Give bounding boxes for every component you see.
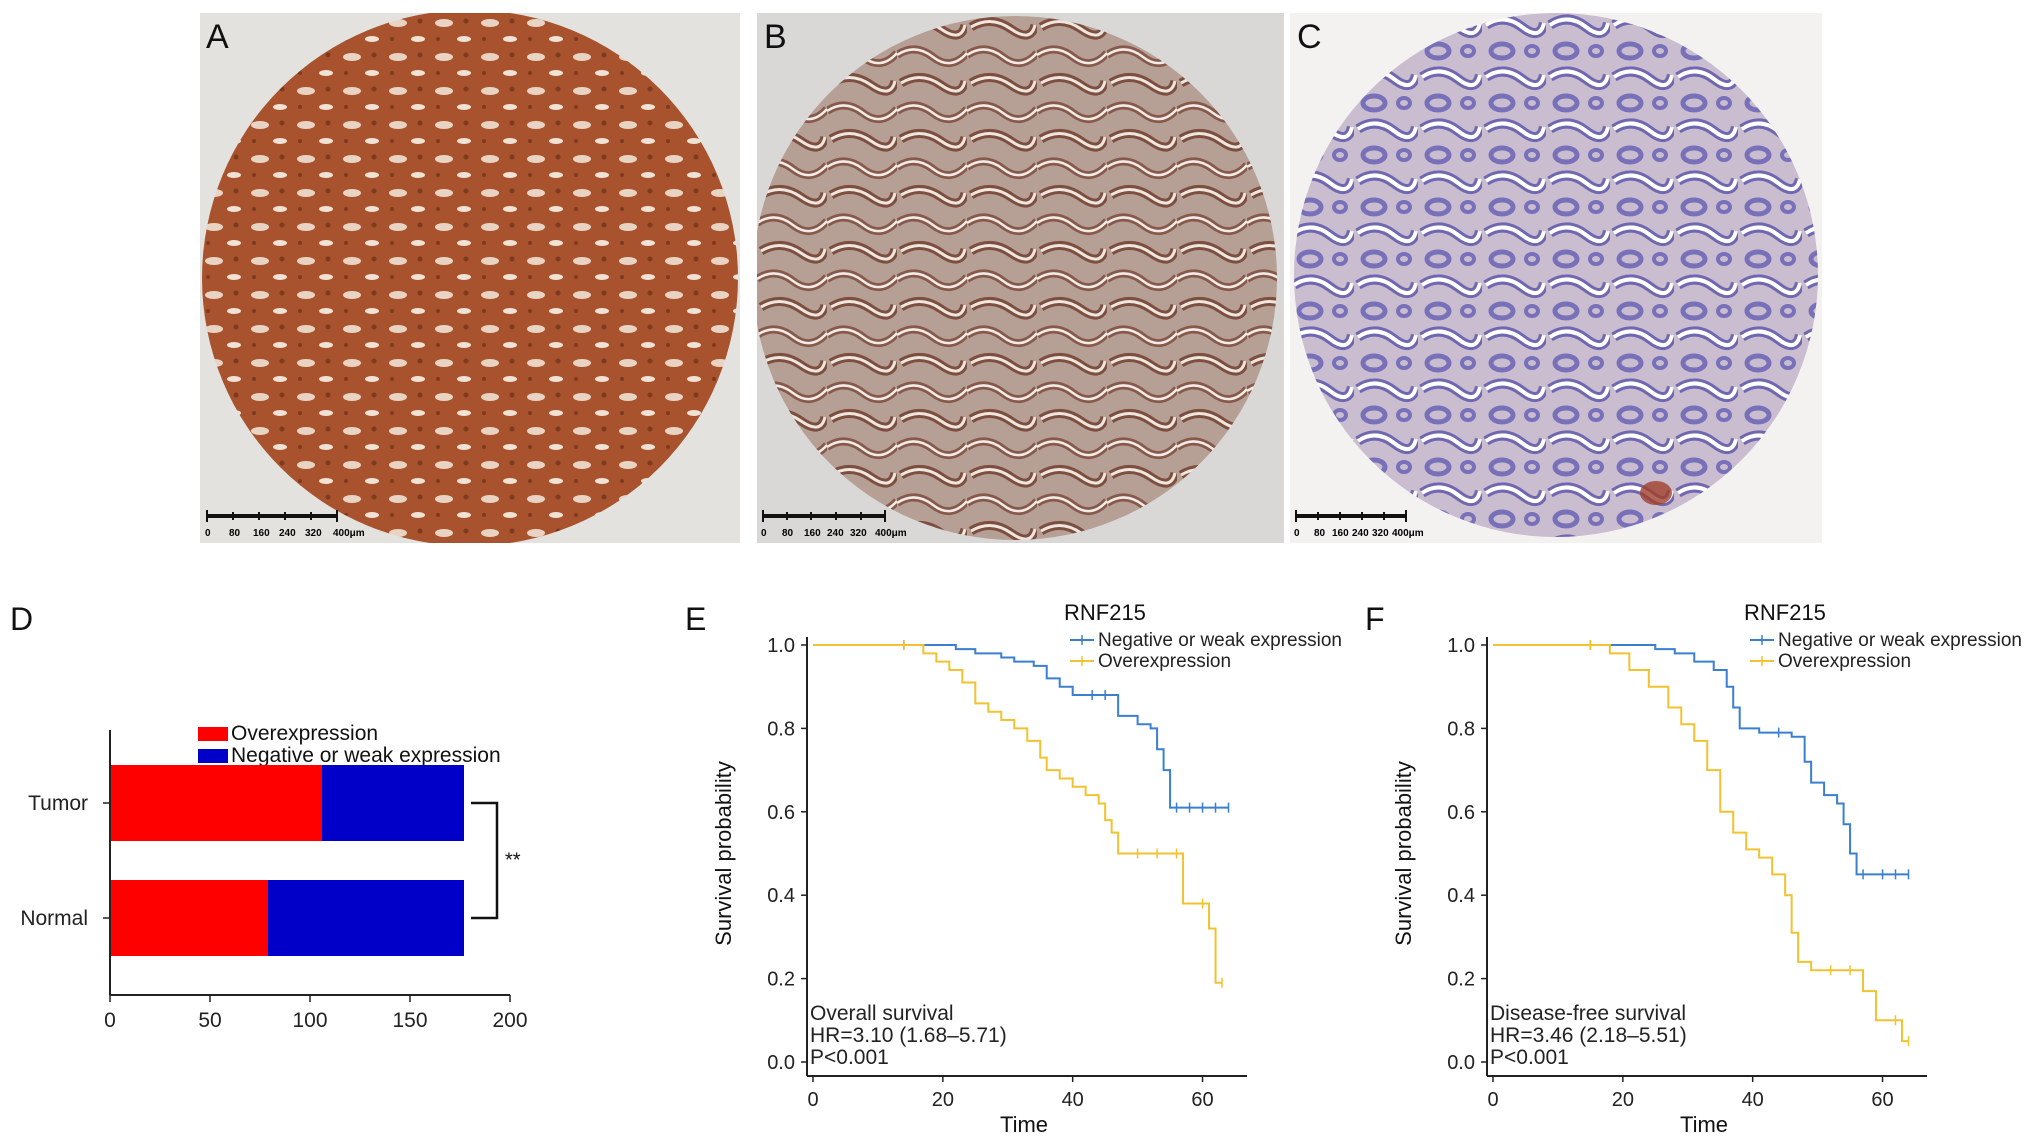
- y-tick-label-4: 0.8: [1447, 718, 1475, 740]
- y-tick-label-5: 1.0: [767, 635, 795, 657]
- scalebar-b-tick-3: 240: [827, 528, 844, 539]
- x-tick-label-3: 60: [1191, 1089, 1213, 1111]
- legend-label-0: Overexpression: [231, 722, 378, 745]
- histology-panel-a: [200, 13, 740, 543]
- scalebar-a-tick-1: 80: [229, 528, 241, 539]
- scalebar-c-tick-1: 80: [1314, 528, 1326, 539]
- legend-label-0: Negative or weak expression: [1098, 630, 1342, 651]
- bar-normal-1: [268, 880, 464, 956]
- annotation-line-0: Overall survival: [810, 1002, 954, 1025]
- scalebar-a-tick-0: 0: [205, 528, 211, 539]
- tissue-core-b: [757, 16, 1277, 540]
- legend-label-1: Negative or weak expression: [231, 744, 501, 767]
- scalebar-b-tick-2: 160: [804, 528, 821, 539]
- x-tick-label-0: 0: [104, 1009, 116, 1032]
- category-label-0: Tumor: [28, 792, 88, 815]
- y-tick-label-3: 0.6: [767, 802, 795, 824]
- scalebar-b-tick-5: 400μm: [875, 528, 907, 539]
- y-tick-label-4: 0.8: [767, 718, 795, 740]
- legend-swatch-1: [198, 749, 228, 763]
- scalebar-c-tick-5: 400μm: [1392, 528, 1424, 539]
- scalebar-a-tick-2: 160: [253, 528, 270, 539]
- scalebar-b-tick-4: 320: [850, 528, 867, 539]
- panel-letter-f: F: [1365, 601, 1385, 637]
- y-tick-label-5: 1.0: [1447, 635, 1475, 657]
- x-tick-label-2: 100: [292, 1009, 327, 1032]
- tissue-core-c: [1294, 13, 1818, 537]
- legend-swatch-0: [198, 727, 228, 741]
- scalebar-a-tick-3: 240: [279, 528, 296, 539]
- bar-tumor-1: [322, 765, 464, 841]
- x-axis-label: Time: [1680, 1112, 1728, 1137]
- scalebar-c-tick-0: 0: [1294, 528, 1300, 539]
- chart-f-km-disease-free: F 0.0 0.2 0.4 0.6 0.8 1.0 0 20 40 60 Time Survival p…: [1365, 600, 2022, 1137]
- y-tick-label-3: 0.6: [1447, 802, 1475, 824]
- panel-letter-a: A: [206, 18, 229, 56]
- histology-panel-c: [1290, 13, 1822, 543]
- x-axis-label: Time: [1000, 1112, 1048, 1137]
- y-tick-label-1: 0.2: [1447, 969, 1475, 991]
- km-curve-1: [813, 644, 1223, 984]
- y-tick-label-0: 0.0: [1447, 1052, 1475, 1074]
- panel-letter-e: E: [685, 601, 706, 637]
- y-tick-label-2: 0.4: [1447, 885, 1475, 907]
- annotation-line-2: P<0.001: [810, 1046, 889, 1069]
- panel-letter-d: D: [10, 601, 33, 637]
- scalebar-c: 0 80 160 240 320 400μm: [1294, 510, 1424, 539]
- tissue-core-a: [202, 13, 738, 543]
- chart-e-km-overall: E 0.0 0.2 0.4 0.6 0.8 1.0 0 20 40 60 Time Survival p…: [685, 600, 1342, 1137]
- bar-normal-0: [110, 880, 268, 956]
- legend-label-0: Negative or weak expression: [1778, 630, 2022, 651]
- legend-label-1: Overexpression: [1778, 651, 1911, 672]
- km-curve-1: [1493, 644, 1909, 1043]
- x-tick-label-0: 0: [807, 1089, 818, 1111]
- significance-bracket: [471, 801, 499, 920]
- scalebar-c-tick-2: 160: [1332, 528, 1349, 539]
- x-tick-label-2: 40: [1742, 1089, 1764, 1111]
- legend-label-1: Overexpression: [1098, 651, 1231, 672]
- scalebar-b-tick-0: 0: [761, 528, 767, 539]
- significance-label: **: [505, 850, 521, 872]
- x-tick-label-2: 40: [1062, 1089, 1084, 1111]
- x-tick-label-0: 0: [1487, 1089, 1498, 1111]
- scalebar-a-tick-5: 400μm: [333, 528, 365, 539]
- histology-panel-b: [757, 13, 1284, 543]
- x-tick-label-3: 150: [392, 1009, 427, 1032]
- scalebar-a-tick-4: 320: [305, 528, 322, 539]
- bar-tumor-0: [110, 765, 322, 841]
- legend-title: RNF215: [1744, 600, 1826, 625]
- annotation-line-2: P<0.001: [1490, 1046, 1569, 1069]
- scalebar-b-tick-1: 80: [782, 528, 794, 539]
- annotation-line-1: HR=3.46 (2.18–5.51): [1490, 1024, 1687, 1047]
- km-curve-0: [1493, 644, 1909, 876]
- x-tick-label-1: 20: [1612, 1089, 1634, 1111]
- scalebar-a: 0 80 160 240 320 400μm: [205, 510, 365, 539]
- y-axis-label: Survival probability: [711, 761, 736, 946]
- x-tick-label-1: 50: [198, 1009, 221, 1032]
- category-label-1: Normal: [20, 907, 88, 930]
- x-tick-label-3: 60: [1871, 1089, 1893, 1111]
- scalebar-b: 0 80 160 240 320 400μm: [761, 510, 907, 539]
- annotation-line-1: HR=3.10 (1.68–5.71): [810, 1024, 1007, 1047]
- legend-title: RNF215: [1064, 600, 1146, 625]
- x-tick-label-4: 200: [492, 1009, 527, 1032]
- annotation-line-0: Disease-free survival: [1490, 1002, 1686, 1025]
- y-tick-label-2: 0.4: [767, 885, 795, 907]
- y-axis-label: Survival probability: [1391, 761, 1416, 946]
- scalebar-c-tick-4: 320: [1372, 528, 1389, 539]
- panel-letter-b: B: [764, 18, 787, 56]
- y-tick-label-1: 0.2: [767, 969, 795, 991]
- scalebar-c-tick-3: 240: [1352, 528, 1369, 539]
- x-tick-label-1: 20: [932, 1089, 954, 1111]
- y-tick-label-0: 0.0: [767, 1052, 795, 1074]
- panel-letter-c: C: [1297, 18, 1322, 56]
